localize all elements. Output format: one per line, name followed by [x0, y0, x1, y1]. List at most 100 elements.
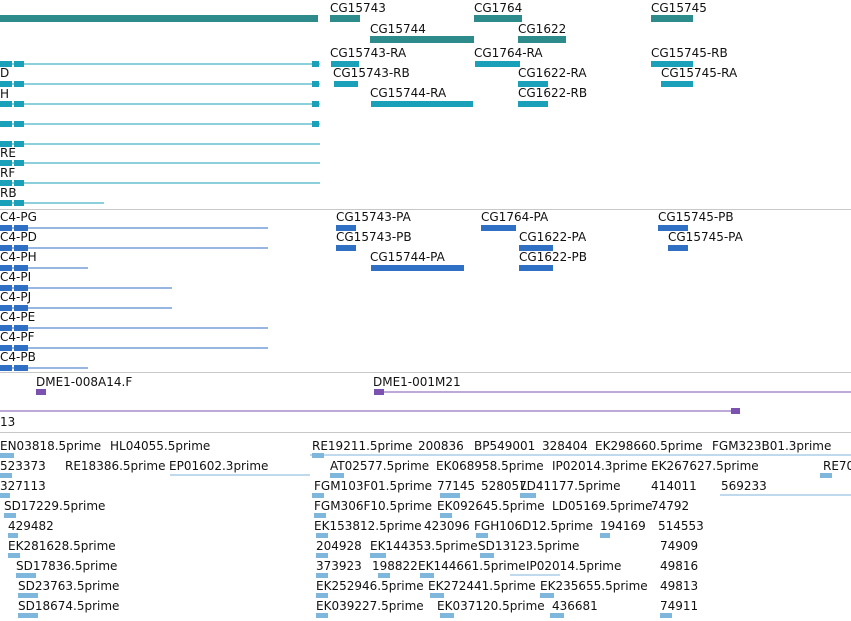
clone-label[interactable]: DME1-008A14.F	[36, 375, 133, 389]
transcript-label[interactable]: CG15743-RB	[333, 66, 410, 80]
est-label[interactable]: FGM323B01.3prime	[712, 439, 832, 453]
clone-label[interactable]: 13	[0, 415, 16, 429]
est-label[interactable]: 327113	[0, 479, 46, 493]
est-label[interactable]: 328404	[542, 439, 588, 453]
est-label[interactable]: EK068958.5prime	[436, 459, 544, 473]
transcript-glyphs[interactable]	[0, 45, 851, 209]
est-label[interactable]: EN03818.5prime	[0, 439, 102, 453]
est-label[interactable]: IP02014.3prime	[552, 459, 648, 473]
protein-label[interactable]: C4-PG	[0, 210, 37, 224]
est-label[interactable]: 569233	[721, 479, 767, 493]
protein-label[interactable]: C4-PJ	[0, 290, 32, 304]
est-label[interactable]: SD23763.5prime	[18, 579, 120, 593]
est-label[interactable]: 74911	[660, 599, 699, 613]
transcript-label[interactable]: RF	[0, 166, 16, 180]
est-label[interactable]: SD17836.5prime	[16, 559, 118, 573]
est-label[interactable]: 523373	[0, 459, 46, 473]
protein-label[interactable]: C4-PE	[0, 310, 36, 324]
protein-label[interactable]: C4-PH	[0, 250, 37, 264]
gene-label-cg15743[interactable]: CG15743	[330, 1, 386, 15]
transcript-label[interactable]: CG1622-RB	[518, 86, 588, 100]
est-label[interactable]: LD41177.5prime	[520, 479, 621, 493]
gene-label-cg1622[interactable]: CG1622	[518, 22, 567, 36]
est-label[interactable]: EK267627.5prime	[651, 459, 759, 473]
est-label[interactable]: 436681	[552, 599, 598, 613]
transcript-label[interactable]: H	[0, 87, 10, 101]
est-label[interactable]: 49813	[660, 579, 699, 593]
est-label[interactable]: EK144353.5prime	[370, 539, 478, 553]
est-label[interactable]: EK281628.5prime	[8, 539, 116, 553]
est-label[interactable]: 200836	[418, 439, 464, 453]
est-label[interactable]: FGM306F10.5prime	[314, 499, 433, 513]
est-label[interactable]: FGM103F01.5prime	[314, 479, 433, 493]
est-label[interactable]: SD13123.5prime	[478, 539, 580, 553]
est-label[interactable]: SD18674.5prime	[18, 599, 120, 613]
gene-glyphs[interactable]	[0, 0, 851, 45]
transcript-label[interactable]: CG1764-RA	[474, 46, 543, 60]
est-label[interactable]: 74792	[651, 499, 690, 513]
est-label[interactable]: EP01602.3prime	[169, 459, 269, 473]
transcript-label[interactable]: CG15745-RB	[651, 46, 728, 60]
clone-label[interactable]: DME1-001M21	[373, 375, 461, 389]
protein-label[interactable]: CG1622-PA	[519, 230, 587, 244]
est-label[interactable]: EK039227.5prime	[316, 599, 424, 613]
est-label[interactable]: 194169	[600, 519, 646, 533]
est-label[interactable]: 198822	[372, 559, 418, 573]
est-label[interactable]: 429482	[8, 519, 54, 533]
transcript-track: D H RE RF RB CG15743-RA CG15743-RB CG157…	[0, 45, 851, 209]
protein-label[interactable]: C4-PD	[0, 230, 37, 244]
est-label[interactable]: 373923	[316, 559, 362, 573]
est-glyphs[interactable]	[0, 433, 851, 621]
est-label[interactable]: EK235655.5prime	[540, 579, 648, 593]
protein-label[interactable]: CG1764-PA	[481, 210, 549, 224]
est-label[interactable]: 49816	[660, 559, 699, 573]
protein-glyphs[interactable]	[0, 210, 851, 372]
gene-label-cg1764[interactable]: CG1764	[474, 1, 523, 15]
est-label[interactable]: RE19211.5prime	[312, 439, 413, 453]
gene-label-cg15745[interactable]: CG15745	[651, 1, 707, 15]
protein-label[interactable]: CG15743-PA	[336, 210, 411, 224]
est-label[interactable]: IP02014.5prime	[526, 559, 622, 573]
transcript-label[interactable]: RE	[0, 146, 16, 160]
est-label[interactable]: EK153812.5prime	[314, 519, 422, 533]
est-label[interactable]: LD05169.5prime	[552, 499, 653, 513]
est-label[interactable]: FGH106D12.5prime	[474, 519, 594, 533]
est-label[interactable]: 414011	[651, 479, 697, 493]
protein-label[interactable]: C4-PB	[0, 350, 36, 364]
transcript-label[interactable]: CG15745-RA	[661, 66, 738, 80]
est-label[interactable]: EK272441.5prime	[428, 579, 536, 593]
est-label[interactable]: EK298660.5prime	[595, 439, 703, 453]
clone-glyphs[interactable]	[0, 373, 851, 432]
protein-label[interactable]: CG15745-PB	[658, 210, 734, 224]
est-label[interactable]: HL04055.5prime	[110, 439, 211, 453]
est-label[interactable]: EK144661.5prime	[418, 559, 526, 573]
est-label[interactable]: EK092645.5prime	[437, 499, 545, 513]
protein-label[interactable]: C4-PF	[0, 330, 35, 344]
transcript-label[interactable]: RB	[0, 186, 17, 200]
est-label[interactable]: EK252946.5prime	[316, 579, 424, 593]
transcript-label[interactable]: CG1622-RA	[518, 66, 587, 80]
transcript-label[interactable]: CG15744-RA	[370, 86, 447, 100]
transcript-label[interactable]: CG15743-RA	[330, 46, 407, 60]
est-label[interactable]: 423096	[424, 519, 470, 533]
protein-label[interactable]: CG15744-PA	[370, 250, 445, 264]
est-label[interactable]: SD17229.5prime	[4, 499, 106, 513]
protein-label[interactable]: CG15745-PA	[668, 230, 743, 244]
est-label[interactable]: BP549001	[474, 439, 536, 453]
transcript-cg1622-ra	[518, 81, 548, 87]
est-label[interactable]: 528057	[481, 479, 527, 493]
protein-cg15745-pb	[658, 225, 688, 231]
est-label[interactable]: 204928	[316, 539, 362, 553]
est-label[interactable]: 77145	[437, 479, 476, 493]
est-label[interactable]: EK037120.5prime	[437, 599, 545, 613]
est-label[interactable]: 74909	[660, 539, 699, 553]
protein-label[interactable]: C4-PI	[0, 270, 32, 284]
protein-label[interactable]: CG1622-PB	[519, 250, 588, 264]
est-label[interactable]: 514553	[658, 519, 704, 533]
est-label[interactable]: RE18386.5prime	[65, 459, 166, 473]
est-label[interactable]: RE70	[823, 459, 851, 473]
transcript-label[interactable]: D	[0, 66, 10, 80]
est-label[interactable]: AT02577.5prime	[330, 459, 430, 473]
gene-label-cg15744[interactable]: CG15744	[370, 22, 426, 36]
protein-label[interactable]: CG15743-PB	[336, 230, 412, 244]
